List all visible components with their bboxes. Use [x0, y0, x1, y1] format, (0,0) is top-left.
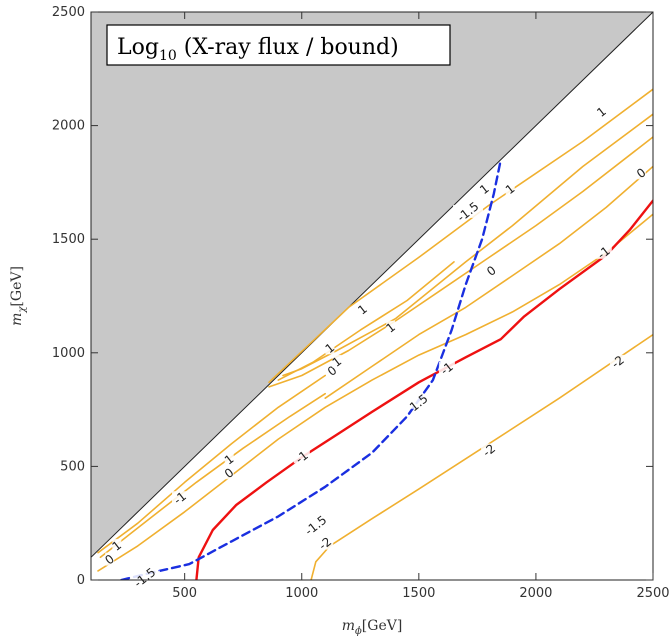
series-line-3 — [277, 261, 455, 381]
series-line-5 — [324, 165, 653, 399]
x-tick-label-4: 2000 — [519, 586, 552, 601]
contour-label-bg-17 — [317, 536, 334, 550]
chart-title: Log10 (X-ray flux / bound) — [117, 35, 399, 64]
contour-label-bg-16 — [481, 443, 498, 457]
contour-label-bg-6 — [597, 105, 606, 118]
series-line-4 — [268, 136, 653, 388]
y-tick-label-5: 2000 — [52, 119, 85, 134]
x-tick-label-1: 500 — [172, 586, 197, 601]
plot-frame — [90, 11, 654, 581]
y-tick-label-4: 1500 — [52, 232, 85, 247]
contour-label-bg-1 — [358, 302, 368, 316]
contour-label-bg-21 — [112, 538, 122, 552]
y-tick-label-3: 1000 — [52, 346, 85, 361]
series-line-9 — [310, 333, 653, 580]
contour-label-bg-5 — [332, 354, 342, 368]
contour-label-bg-8 — [505, 182, 515, 196]
x-tick-label-2: 1000 — [285, 586, 318, 601]
contour-label-bg-20 — [105, 552, 115, 566]
series-line-6 — [97, 374, 326, 554]
series-line-8 — [97, 213, 653, 572]
contour-label-bg-15 — [609, 354, 626, 368]
x-axis-title: mϕ[GeV] — [342, 618, 403, 637]
contour-label-bg-13 — [293, 450, 310, 464]
series-line-1 — [268, 88, 653, 384]
y-tick-label-1: 0 — [77, 573, 85, 588]
contour-label-bg-3 — [325, 341, 335, 355]
contour-label-bg-10 — [486, 264, 496, 277]
x-tick-label-3: 1500 — [402, 586, 435, 601]
y-tick-label-2: 500 — [60, 459, 85, 474]
legend-box: Log10 (X-ray flux / bound) — [106, 24, 451, 66]
contour-label-bg-24 — [300, 518, 331, 532]
contour-label-bg-2 — [386, 320, 396, 334]
contour-label-bg-4 — [327, 364, 337, 377]
contour-label-bg-19 — [224, 466, 234, 480]
x-tick-label-5: 2500 — [636, 586, 669, 601]
y-axis-title: mχ[GeV] — [9, 266, 28, 326]
contour-label-bg-23 — [407, 395, 431, 409]
contour-label-bg-12 — [438, 361, 455, 375]
contour-label-bg-9 — [636, 166, 646, 180]
contour-label-bg-7 — [479, 182, 489, 196]
contour-label-bg-11 — [595, 245, 612, 259]
series-line-7 — [99, 392, 326, 559]
excluded-region — [91, 12, 653, 558]
series-line-11 — [120, 158, 502, 580]
y-tick-label-6: 2500 — [52, 5, 85, 20]
contour-label-bg-14 — [172, 491, 188, 505]
series-line-10 — [195, 199, 653, 580]
contour-label-bg-18 — [224, 452, 234, 466]
contour-label-bg-22 — [453, 204, 483, 218]
